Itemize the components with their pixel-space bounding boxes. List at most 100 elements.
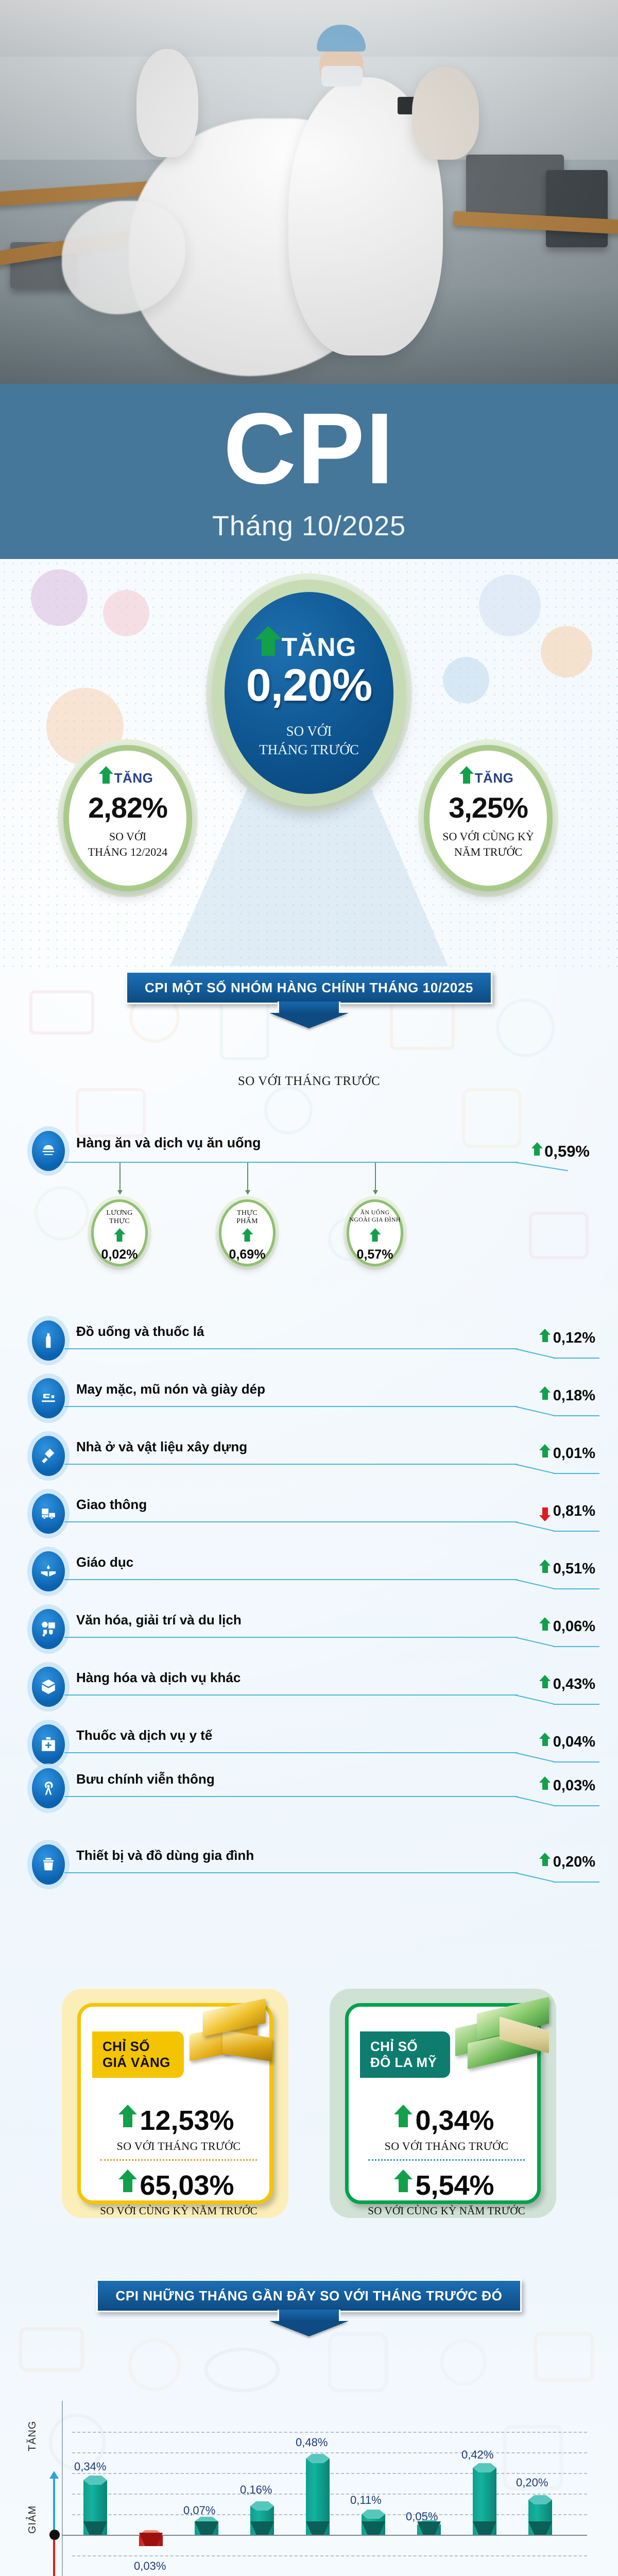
gridline bbox=[72, 2514, 587, 2515]
cpi-main-value: 0,20% bbox=[246, 659, 373, 710]
banner-arrow-down-icon bbox=[269, 1002, 349, 1028]
photo-vignette bbox=[0, 0, 618, 384]
divider-dotted bbox=[368, 2159, 525, 2161]
bubble-decor bbox=[103, 590, 149, 636]
connector-line-diagonal bbox=[514, 1464, 555, 1474]
y-axis bbox=[62, 2401, 63, 2576]
caption-line-2: NĂM TRƯỚC bbox=[454, 845, 523, 858]
subgroup-label: THỰC PHẨM bbox=[221, 1209, 273, 1226]
arrow-up-icon bbox=[539, 1386, 551, 1400]
category-row: Hàng hóa và dịch vụ khác 0,43% bbox=[0, 1667, 618, 1714]
tag-line-1: CHỈ SỐ bbox=[102, 2039, 150, 2054]
connector-line-end bbox=[553, 1704, 599, 1705]
banner-plate: CPI MỘT SỐ NHÓM HÀNG CHÍNH THÁNG 10/2025 bbox=[126, 971, 492, 1028]
label-line-2: PHẨM bbox=[236, 1217, 258, 1226]
connector-line bbox=[64, 1579, 518, 1580]
direction-label: TĂNG bbox=[281, 633, 357, 662]
bubble-decor bbox=[443, 657, 489, 703]
arrow-up-icon bbox=[539, 1617, 551, 1631]
title-band: CPI Tháng 10/2025 bbox=[0, 384, 618, 559]
cpi-value: 2,82% bbox=[88, 791, 168, 824]
category-label: Hàng hóa và dịch vụ khác bbox=[76, 1670, 241, 1685]
category-value: 0,81% bbox=[553, 1503, 595, 1519]
bubble-decor bbox=[541, 626, 592, 677]
arrow-up-icon bbox=[459, 766, 474, 784]
category-value-row: 0,18% bbox=[539, 1386, 595, 1404]
arrow-up-icon bbox=[539, 1329, 551, 1342]
category-row: Bưu chính viễn thông 0,03% bbox=[0, 1768, 618, 1816]
trowel-icon bbox=[32, 1436, 65, 1476]
subgroup-card: LƯƠNG THỰC 0,02% bbox=[88, 1196, 151, 1270]
card-core: TĂNG 3,25% SO VỚI CÙNG KỲ NĂM TRƯỚC bbox=[430, 751, 547, 886]
arrow-up-icon bbox=[242, 1228, 253, 1242]
connector-line bbox=[64, 1694, 518, 1696]
divider-dotted bbox=[100, 2159, 257, 2161]
arrow-down-icon bbox=[539, 1507, 551, 1521]
cpi-caption: SO VỚI THÁNG 12/2024 bbox=[69, 829, 186, 859]
connector-line-end bbox=[553, 1588, 599, 1589]
bar bbox=[250, 2501, 274, 2535]
category-row: Nhà ở và vật liệu xây dựng 0,01% bbox=[0, 1436, 618, 1483]
subgroup-card: THỰC PHẨM 0,69% bbox=[215, 1196, 279, 1270]
label-line-1: LƯƠNG bbox=[106, 1209, 133, 1217]
tree-connector bbox=[117, 1163, 123, 1195]
arrow-up-icon bbox=[394, 2105, 413, 2127]
connector-line bbox=[64, 1348, 518, 1349]
usd-year-caption: SO VỚI CÙNG KỲ NĂM TRƯỚC bbox=[368, 2205, 525, 2217]
cpi-caption: SO VỚI CÙNG KỲ NĂM TRƯỚC bbox=[430, 829, 547, 859]
bar-chart-plot: 0,34% 2 0,03% 3 0,07% 4 0,16% 5 0,48% 6 … bbox=[62, 2401, 587, 2576]
connector-line bbox=[64, 1406, 518, 1407]
subgroup-card: ĂN UỐNG NGOÀI GIA ĐÌNH 0,57% bbox=[343, 1196, 407, 1270]
label-line-2: NGOÀI GIA ĐÌNH bbox=[349, 1215, 401, 1223]
category-row: Văn hóa, giải trí và du lịch 0,06% bbox=[0, 1609, 618, 1656]
category-value-row: 0,43% bbox=[539, 1675, 595, 1693]
food-group-row: Hàng ăn và dịch vụ ăn uống 0,59% bbox=[0, 1131, 618, 1175]
gridline bbox=[72, 2555, 587, 2556]
direction-row: TĂNG bbox=[225, 626, 393, 662]
zero-axis-line bbox=[62, 2535, 587, 2536]
banner-label: CPI MỘT SỐ NHÓM HÀNG CHÍNH THÁNG 10/2025 bbox=[145, 980, 473, 995]
connector-line-diagonal bbox=[514, 1348, 555, 1359]
usd-month-caption: SO VỚI THÁNG TRƯỚC bbox=[384, 2140, 509, 2153]
arrow-up-icon bbox=[539, 1675, 551, 1688]
connector-line-end bbox=[553, 1882, 599, 1883]
arrow-up-icon bbox=[98, 766, 113, 784]
connector-line-diagonal bbox=[514, 1796, 555, 1806]
gold-year-value-row: 65,03% bbox=[81, 2170, 277, 2201]
antenna-icon bbox=[32, 1768, 65, 1808]
usd-year-value: 5,54% bbox=[415, 2170, 494, 2201]
connector-line bbox=[64, 1752, 518, 1753]
category-section: CPI MỘT SỐ NHÓM HÀNG CHÍNH THÁNG 10/2025… bbox=[0, 971, 618, 1795]
category-value-row: 0,06% bbox=[539, 1617, 595, 1635]
box-icon bbox=[32, 1667, 65, 1707]
arrow-up-icon bbox=[118, 2170, 138, 2192]
bar bbox=[473, 2463, 496, 2535]
connector-line-end bbox=[553, 1761, 599, 1762]
connector-line-end bbox=[553, 1358, 599, 1359]
connector-line-diagonal bbox=[514, 1521, 555, 1532]
gold-index-card: CHỈ SỐ GIÁ VÀNG 12,53% SO VỚI THÁNG TRƯỚ… bbox=[62, 1989, 288, 2218]
gold-year-caption: SO VỚI CÙNG KỲ NĂM TRƯỚC bbox=[100, 2205, 258, 2217]
axis-up-arrow-icon bbox=[49, 2471, 59, 2530]
bar-value-label: 0,16% bbox=[240, 2483, 272, 2496]
page-title: CPI bbox=[223, 392, 395, 505]
gridline bbox=[72, 2473, 587, 2474]
white-fabric-decor bbox=[62, 201, 185, 314]
icon-pattern-decor bbox=[0, 2272, 618, 2576]
arrow-up-icon bbox=[114, 1228, 125, 1242]
category-banner: CPI MỘT SỐ NHÓM HÀNG CHÍNH THÁNG 10/2025 bbox=[0, 971, 618, 1028]
connector-line-end bbox=[553, 1531, 599, 1532]
cpi-vs-same-period-card: TĂNG 3,25% SO VỚI CÙNG KỲ NĂM TRƯỚC bbox=[418, 739, 558, 897]
subgroup-value: 0,02% bbox=[101, 1247, 138, 1262]
category-value-row: 0,01% bbox=[539, 1444, 595, 1462]
food-group-label: Hàng ăn và dịch vụ ăn uống bbox=[76, 1135, 261, 1150]
arrow-up-icon bbox=[254, 626, 282, 656]
banner-plate: CPI NHỮNG THÁNG GẦN ĐÂY SO VỚI THÁNG TRƯ… bbox=[96, 2279, 522, 2336]
direction-label: TĂNG bbox=[114, 770, 153, 786]
category-value-row: 0,20% bbox=[539, 1853, 595, 1871]
caption-line-2: THÁNG 12/2024 bbox=[88, 845, 168, 858]
connector-line-diagonal bbox=[514, 1694, 555, 1705]
bar bbox=[195, 2517, 218, 2535]
category-value: 0,06% bbox=[553, 1618, 595, 1635]
connector-line bbox=[64, 1464, 518, 1465]
